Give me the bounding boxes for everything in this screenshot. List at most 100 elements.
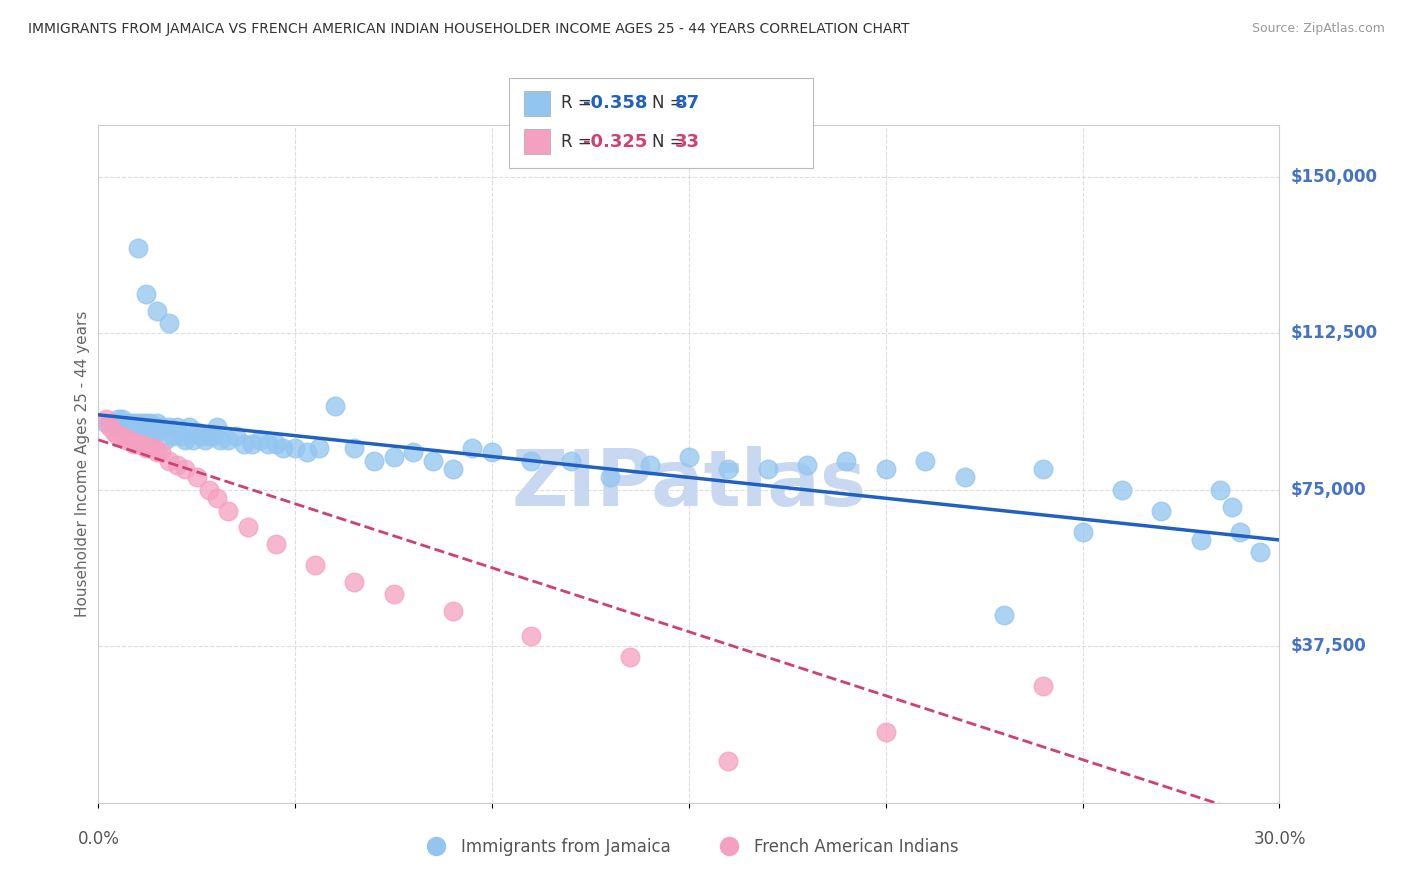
Point xyxy=(115,425,138,439)
Point xyxy=(111,412,134,426)
Point xyxy=(115,433,138,447)
Point xyxy=(717,754,740,768)
Point xyxy=(118,420,141,434)
Point xyxy=(953,470,976,484)
Point xyxy=(135,286,157,301)
Point xyxy=(264,537,287,551)
Point xyxy=(249,433,271,447)
Point xyxy=(1209,483,1232,497)
Point xyxy=(135,441,157,455)
Point xyxy=(520,629,543,643)
Point xyxy=(796,458,818,472)
Point xyxy=(127,437,149,451)
Point xyxy=(875,462,897,476)
Point xyxy=(217,433,239,447)
Text: 0.0%: 0.0% xyxy=(77,830,120,848)
Point xyxy=(1150,504,1173,518)
Point xyxy=(1111,483,1133,497)
Point xyxy=(205,491,228,506)
Point xyxy=(481,445,503,459)
Point xyxy=(127,425,149,439)
Point xyxy=(174,433,197,447)
Point xyxy=(118,433,141,447)
Text: -0.358: -0.358 xyxy=(583,95,648,112)
Point xyxy=(166,420,188,434)
Point xyxy=(382,450,405,464)
Point xyxy=(131,416,153,430)
Point xyxy=(1229,524,1251,539)
Point xyxy=(142,441,165,455)
Point xyxy=(284,441,307,455)
Point xyxy=(343,574,366,589)
Point xyxy=(166,458,188,472)
Point xyxy=(461,441,484,455)
Point xyxy=(993,608,1015,623)
Point xyxy=(194,433,217,447)
Point xyxy=(138,416,160,430)
Point xyxy=(217,504,239,518)
Point xyxy=(835,453,858,467)
Point xyxy=(103,416,125,430)
Point xyxy=(127,416,149,430)
Point xyxy=(304,558,326,572)
Point xyxy=(118,416,141,430)
Point xyxy=(1189,533,1212,547)
Point xyxy=(111,420,134,434)
Point xyxy=(520,453,543,467)
Point xyxy=(138,425,160,439)
Text: 33: 33 xyxy=(675,133,700,151)
Point xyxy=(122,437,145,451)
Point xyxy=(174,462,197,476)
Y-axis label: Householder Income Ages 25 - 44 years: Householder Income Ages 25 - 44 years xyxy=(75,310,90,617)
Point xyxy=(875,724,897,739)
Text: R =: R = xyxy=(561,133,598,151)
Text: IMMIGRANTS FROM JAMAICA VS FRENCH AMERICAN INDIAN HOUSEHOLDER INCOME AGES 25 - 4: IMMIGRANTS FROM JAMAICA VS FRENCH AMERIC… xyxy=(28,22,910,37)
Point xyxy=(717,462,740,476)
Point xyxy=(98,420,121,434)
Text: 30.0%: 30.0% xyxy=(1253,830,1306,848)
Point xyxy=(122,416,145,430)
Point xyxy=(107,420,129,434)
Point xyxy=(914,453,936,467)
Point xyxy=(190,428,212,442)
Point xyxy=(1032,462,1054,476)
Point xyxy=(131,437,153,451)
Point xyxy=(599,470,621,484)
Point xyxy=(756,462,779,476)
Point xyxy=(308,441,330,455)
Point xyxy=(127,241,149,255)
Point xyxy=(111,428,134,442)
Point xyxy=(197,428,219,442)
Point xyxy=(142,425,165,439)
Point xyxy=(256,437,278,451)
Point xyxy=(205,420,228,434)
Point xyxy=(103,425,125,439)
Point xyxy=(146,416,169,430)
Text: Source: ZipAtlas.com: Source: ZipAtlas.com xyxy=(1251,22,1385,36)
Point xyxy=(170,428,193,442)
Point xyxy=(186,425,208,439)
Point xyxy=(115,416,138,430)
Point xyxy=(619,649,641,664)
Point xyxy=(150,445,173,459)
Point xyxy=(157,420,180,434)
Point xyxy=(197,483,219,497)
Point xyxy=(122,420,145,434)
Point xyxy=(363,453,385,467)
Point xyxy=(441,462,464,476)
Text: N =: N = xyxy=(652,133,689,151)
Text: $75,000: $75,000 xyxy=(1291,481,1367,499)
Point xyxy=(402,445,425,459)
Point xyxy=(560,453,582,467)
Text: $150,000: $150,000 xyxy=(1291,168,1378,186)
Text: ZIPatlas: ZIPatlas xyxy=(512,446,866,522)
Point xyxy=(236,520,259,534)
Point xyxy=(441,604,464,618)
Point xyxy=(142,420,165,434)
Point xyxy=(146,425,169,439)
Point xyxy=(1220,500,1243,514)
Text: R =: R = xyxy=(561,95,598,112)
Point xyxy=(177,420,200,434)
Point xyxy=(98,416,121,430)
Text: 87: 87 xyxy=(675,95,700,112)
